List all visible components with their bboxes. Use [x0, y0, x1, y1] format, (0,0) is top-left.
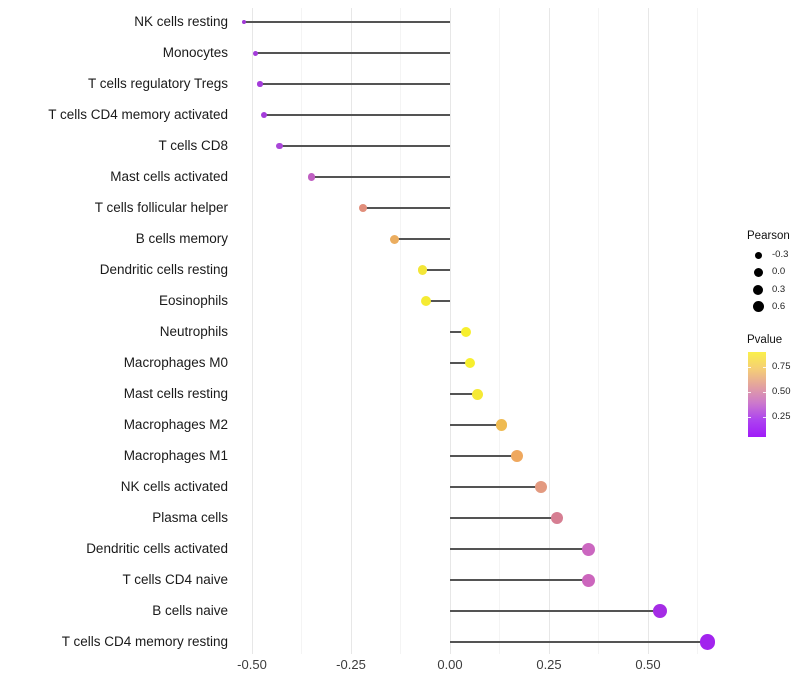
pvalue-colorbar: [748, 352, 766, 437]
lollipop-dot: [495, 419, 508, 431]
category-label: T cells CD8: [158, 138, 228, 153]
gridline-major: [647, 8, 649, 654]
lollipop-stem: [255, 52, 450, 54]
category-label: Mast cells resting: [123, 386, 228, 401]
lollipop-dot: [699, 634, 716, 650]
category-label: B cells memory: [135, 231, 228, 246]
category-label: Neutrophils: [159, 324, 228, 339]
pvalue-colorbar-tick: [748, 417, 751, 418]
lollipop-dot: [421, 296, 432, 306]
category-label: T cells regulatory Tregs: [87, 76, 228, 91]
lollipop-stem: [311, 176, 450, 178]
lollipop-stem: [450, 641, 708, 643]
gridline-minor: [697, 8, 698, 654]
gridline-minor: [301, 8, 302, 654]
lollipop-stem: [450, 517, 557, 519]
lollipop-stem: [450, 424, 502, 426]
lollipop-stem: [450, 455, 518, 457]
pearson-legend-label: 0.3: [772, 283, 786, 295]
pvalue-legend-label: 0.25: [772, 411, 791, 422]
lollipop-dot: [582, 573, 596, 587]
lollipop-dot: [253, 50, 259, 56]
lollipop-stem: [244, 21, 450, 23]
lollipop-dot: [582, 542, 596, 556]
category-label: T cells CD4 naive: [122, 572, 228, 587]
lollipop-stem: [450, 362, 470, 364]
lollipop-stem: [259, 83, 450, 85]
lollipop-dot: [390, 234, 400, 244]
lollipop-stem: [450, 548, 589, 550]
gridline-minor: [598, 8, 599, 654]
category-label: Macrophages M0: [123, 355, 228, 370]
category-label: Monocytes: [162, 45, 228, 60]
x-tick-label: 0.25: [536, 657, 562, 672]
gridline-minor: [400, 8, 401, 654]
lollipop-dot: [534, 480, 548, 494]
pearson-legend-dot: [753, 284, 763, 295]
category-label: NK cells resting: [134, 14, 228, 29]
lollipop-dot: [550, 511, 564, 525]
category-label: Eosinophils: [158, 293, 228, 308]
lollipop-dot: [307, 173, 316, 181]
gridline-minor: [499, 8, 500, 654]
category-label: Plasma cells: [152, 510, 228, 525]
pvalue-colorbar-tick: [763, 417, 766, 418]
x-tick-label: 0.50: [635, 657, 661, 672]
lollipop-stem: [422, 269, 450, 271]
pvalue-colorbar-tick: [763, 367, 766, 368]
lollipop-stem: [450, 393, 478, 395]
pearson-legend-title: Pearson: [747, 230, 790, 242]
lollipop-stem: [279, 145, 450, 147]
lollipop-stem: [450, 331, 466, 333]
pvalue-legend-title: Pvalue: [747, 334, 783, 346]
lollipop-dot: [242, 20, 247, 24]
pvalue-colorbar-tick: [748, 367, 751, 368]
pearson-legend-dot: [754, 251, 762, 259]
category-label: T cells CD4 memory activated: [48, 107, 228, 122]
lollipop-stem: [394, 238, 450, 240]
category-label: B cells naive: [152, 603, 228, 618]
pearson-legend-label: -0.3: [772, 249, 789, 260]
gridline-major: [350, 8, 352, 654]
gridline-major: [251, 8, 253, 654]
lollipop-dot: [260, 112, 267, 118]
category-label: Dendritic cells activated: [86, 541, 228, 556]
lollipop-dot: [417, 265, 428, 275]
category-label: NK cells activated: [120, 479, 228, 494]
pvalue-legend-label: 0.50: [772, 386, 791, 397]
lollipop-dot: [460, 326, 472, 338]
x-tick-label: 0.00: [437, 657, 463, 672]
lollipop-dot: [652, 604, 667, 618]
lollipop-stem: [362, 207, 450, 209]
lollipop-stem: [450, 579, 589, 581]
pearson-legend-dot: [752, 301, 764, 313]
pearson-legend-dot: [753, 267, 763, 277]
lollipop-dot: [358, 203, 368, 213]
pvalue-colorbar-tick: [763, 392, 766, 393]
x-tick-label: -0.50: [237, 657, 267, 672]
gridline-major: [548, 8, 550, 654]
pvalue-legend-label: 0.75: [772, 361, 791, 372]
lollipop-dot: [464, 357, 476, 369]
pvalue-colorbar-tick: [748, 392, 751, 393]
category-label: T cells CD4 memory resting: [61, 634, 228, 649]
lollipop-stem: [450, 610, 660, 612]
category-label: Mast cells activated: [110, 169, 228, 184]
lollipop-stem: [263, 114, 450, 116]
lollipop-dot: [257, 81, 263, 87]
lollipop-stem: [426, 300, 450, 302]
category-label: Macrophages M1: [123, 448, 228, 463]
lollipop-stem: [450, 486, 542, 488]
category-label: T cells follicular helper: [94, 200, 228, 215]
lollipop-dot: [511, 450, 524, 462]
pearson-legend-label: 0.6: [772, 300, 786, 312]
lollipop-dot: [276, 142, 283, 150]
lollipop-dot: [472, 388, 484, 400]
pearson-legend-label: 0.0: [772, 266, 786, 278]
x-tick-label: -0.25: [336, 657, 366, 672]
category-label: Macrophages M2: [123, 417, 228, 432]
category-label: Dendritic cells resting: [99, 262, 228, 277]
